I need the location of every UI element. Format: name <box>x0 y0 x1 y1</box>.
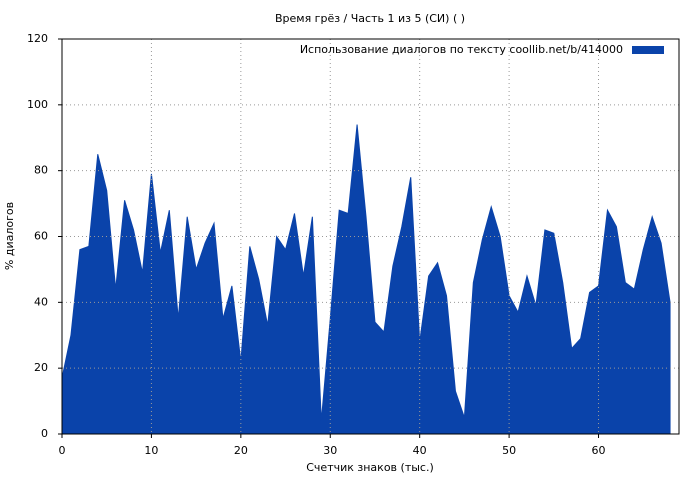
legend-label: Использование диалогов по тексту coollib… <box>300 43 623 56</box>
chart-title: Время грёз / Часть 1 из 5 (СИ) ( ) <box>275 12 465 25</box>
x-tick-label: 50 <box>502 444 516 457</box>
y-tick-label: 40 <box>34 295 48 308</box>
area <box>61 124 671 435</box>
y-tick-label: 120 <box>27 32 48 45</box>
x-tick-label: 0 <box>59 444 66 457</box>
x-tick-label: 20 <box>234 444 248 457</box>
legend-swatch <box>632 46 664 54</box>
y-tick-label: 80 <box>34 164 48 177</box>
y-tick-label: 20 <box>34 361 48 374</box>
y-tick-label: 0 <box>41 427 48 440</box>
x-axis-label: Счетчик знаков (тыс.) <box>306 461 434 474</box>
y-tick-label: 100 <box>27 98 48 111</box>
y-tick-label: 60 <box>34 230 48 243</box>
x-tick-label: 40 <box>413 444 427 457</box>
x-tick-label: 30 <box>323 444 337 457</box>
plot-frame <box>61 38 680 435</box>
y-axis-label: % диалогов <box>3 202 16 270</box>
x-tick-label: 10 <box>144 444 158 457</box>
x-tick-label: 60 <box>592 444 606 457</box>
